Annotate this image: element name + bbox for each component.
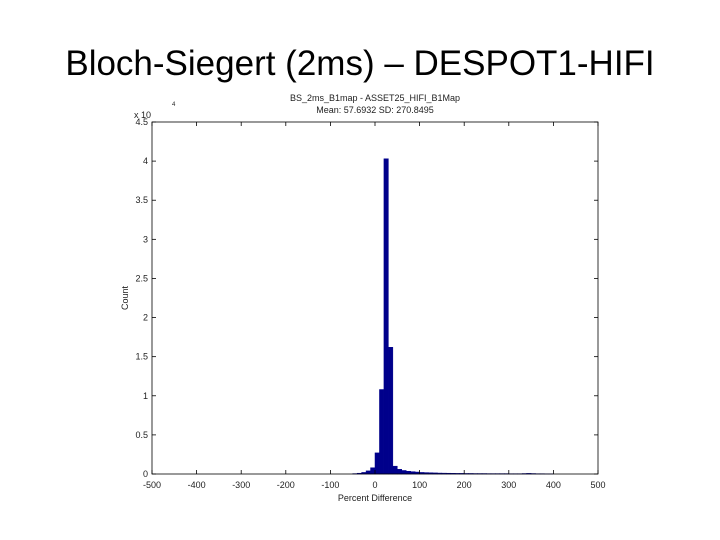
y-tick-label: 4.5: [135, 117, 148, 127]
x-tick-label: -100: [321, 480, 339, 490]
y-tick-label: 1.5: [135, 352, 148, 362]
y-multiplier-exponent: 4: [172, 102, 176, 108]
bar: [401, 470, 407, 475]
bar: [392, 465, 398, 475]
bar: [374, 452, 380, 475]
x-tick-label: 200: [457, 480, 472, 490]
x-tick-label: -500: [143, 480, 161, 490]
x-tick-label: -300: [232, 480, 250, 490]
x-tick-label: -200: [277, 480, 295, 490]
y-tick-label: 3.5: [135, 195, 148, 205]
chart-subtitle: Mean: 57.6932 SD: 270.8495: [316, 105, 434, 115]
x-tick-label: 400: [546, 480, 561, 490]
x-tick-label: 500: [590, 480, 605, 490]
y-axis-label: Count: [120, 286, 130, 311]
x-axis-label: Percent Difference: [338, 493, 412, 503]
bar: [388, 347, 394, 475]
bar: [379, 389, 385, 475]
y-tick-label: 2: [143, 313, 148, 323]
x-tick-label: 100: [412, 480, 427, 490]
y-multiplier: x 10: [134, 110, 151, 120]
x-tick-label: -400: [188, 480, 206, 490]
y-tick-label: 0.5: [135, 430, 148, 440]
bar: [405, 471, 411, 475]
y-tick-label: 3: [143, 234, 148, 244]
chart-title: BS_2ms_B1map - ASSET25_HIFI_B1Map: [290, 93, 460, 103]
y-tick-label: 4: [143, 156, 148, 166]
x-tick-label: 0: [372, 480, 377, 490]
x-tick-label: 300: [501, 480, 516, 490]
bar: [370, 467, 376, 475]
bar: [365, 470, 371, 475]
bar: [383, 158, 389, 475]
bar: [397, 469, 403, 475]
slide-title: Bloch-Siegert (2ms) – DESPOT1-HIFI: [65, 44, 655, 83]
y-tick-label: 2.5: [135, 273, 148, 283]
y-tick-label: 1: [143, 391, 148, 401]
plot-area: [152, 122, 598, 474]
y-tick-label: 0: [143, 469, 148, 479]
